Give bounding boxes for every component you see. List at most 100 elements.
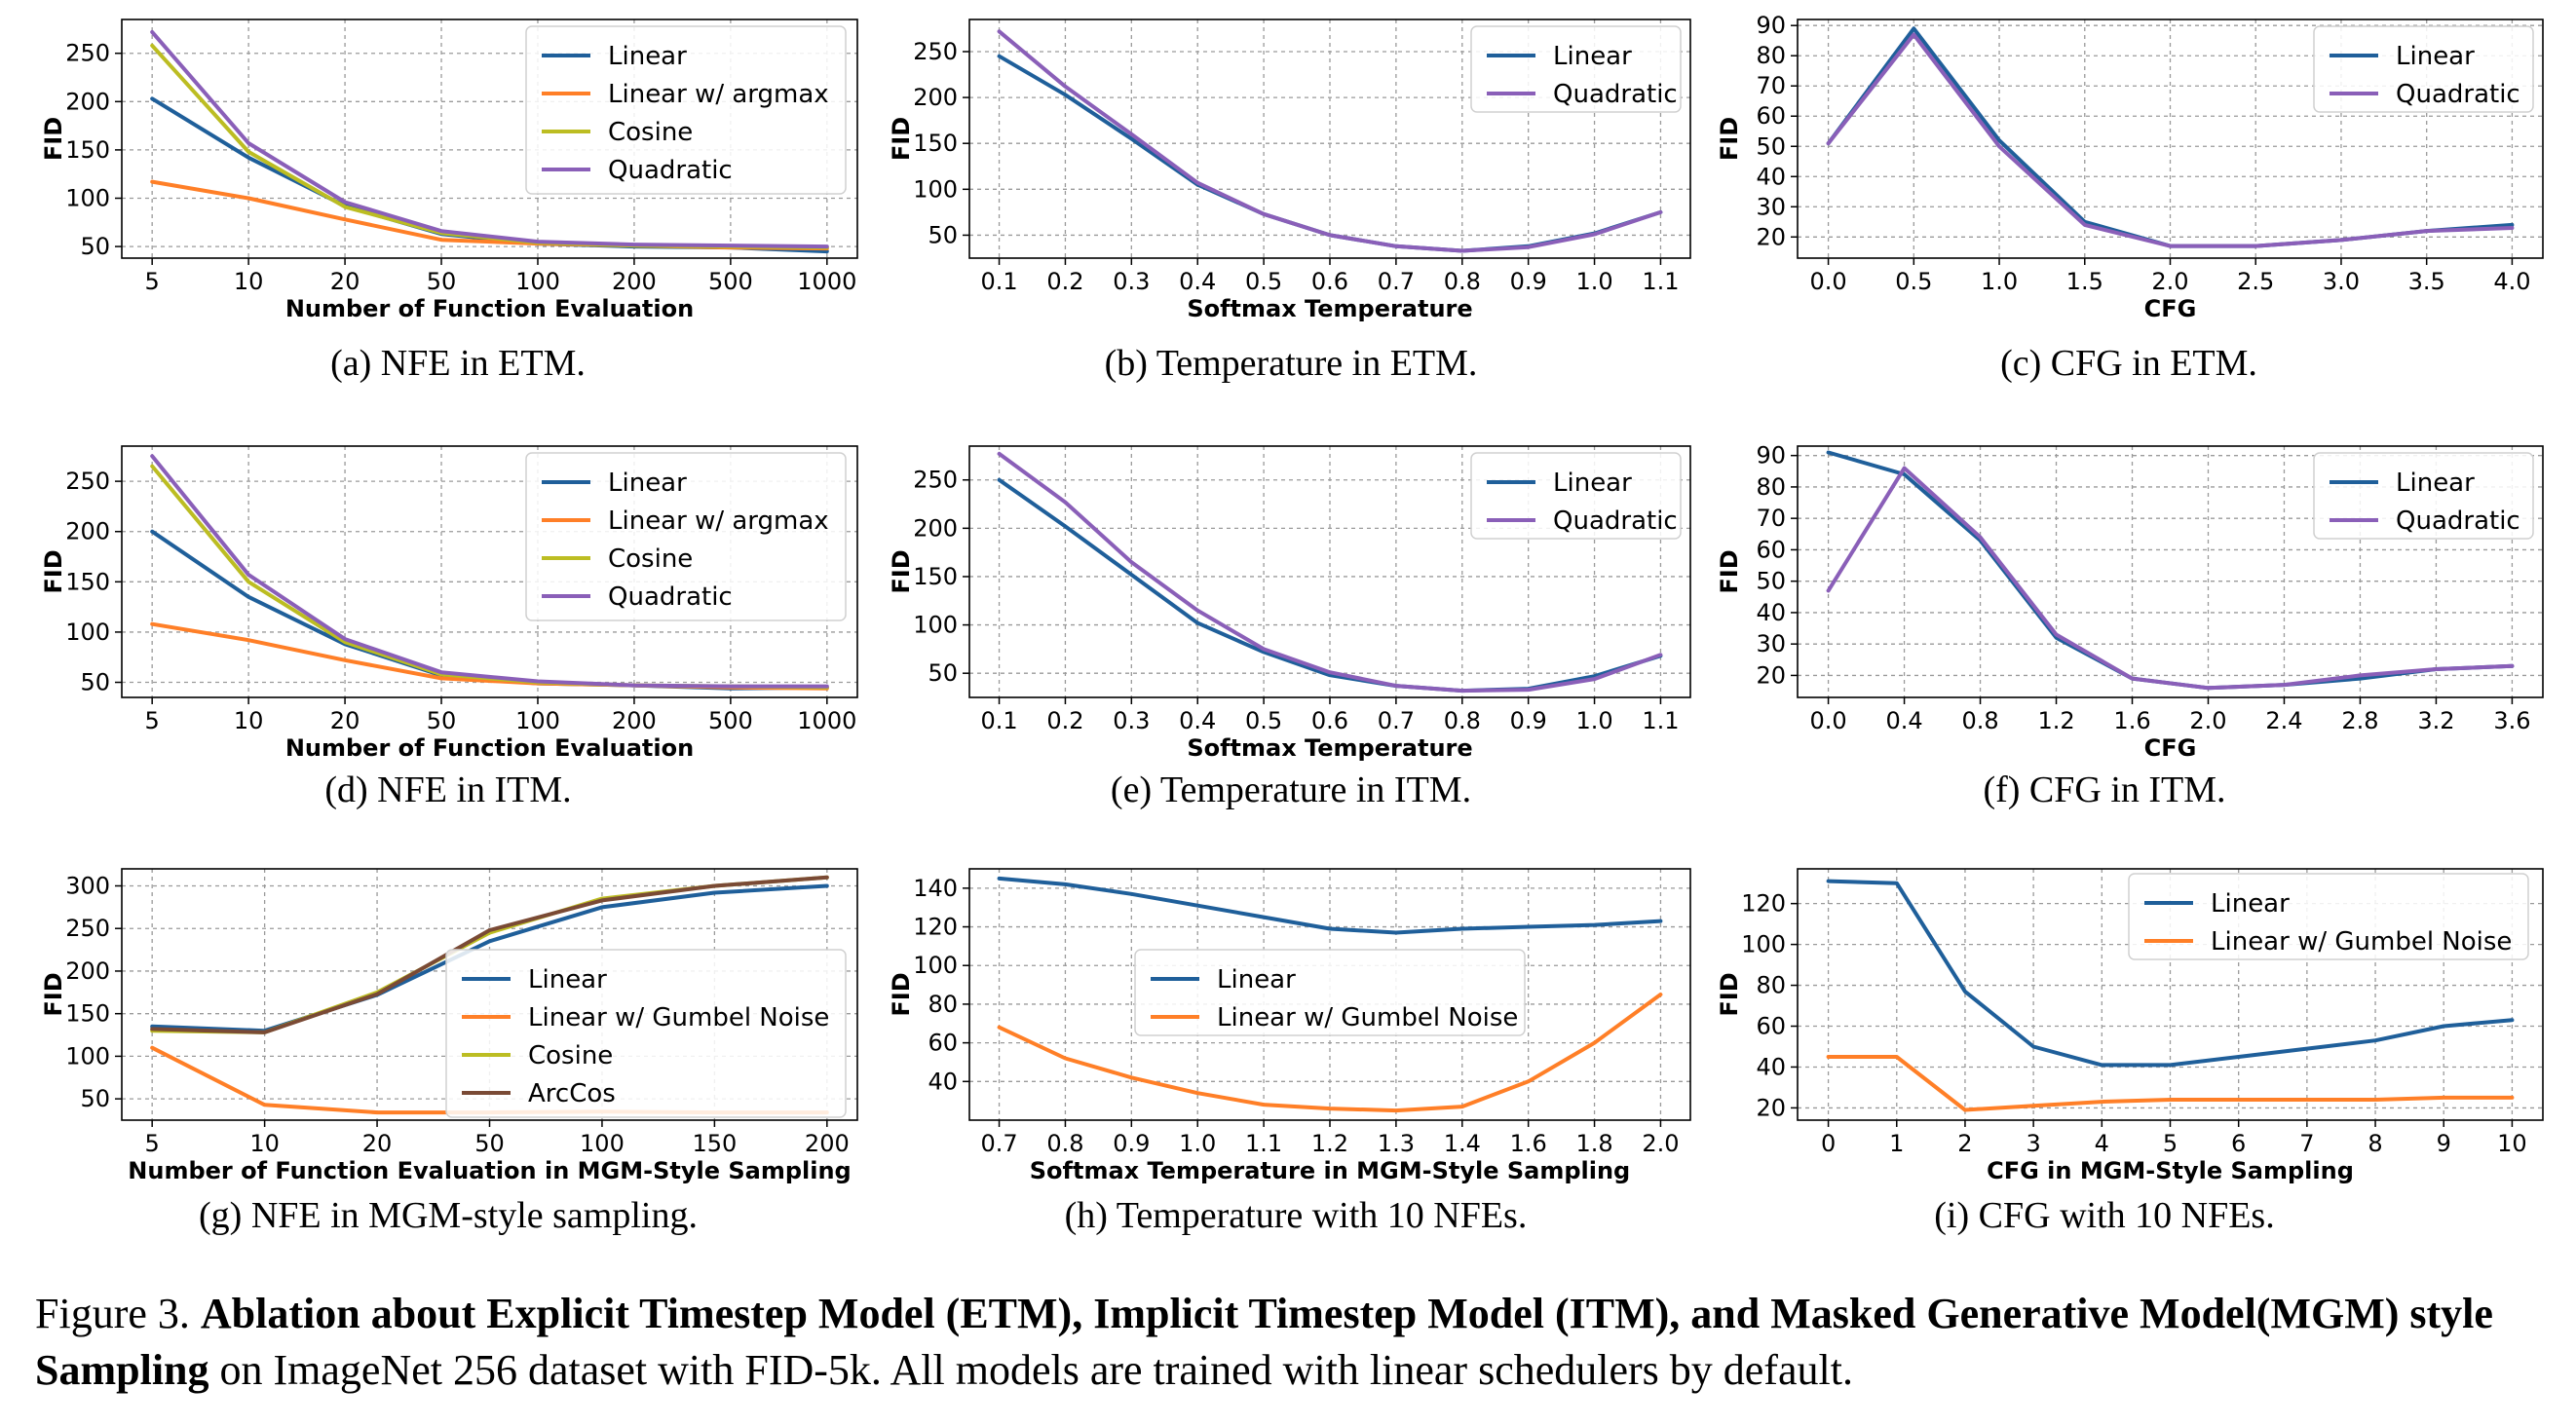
x-tick-label: 4.0 <box>2493 268 2530 295</box>
x-tick-label: 0.4 <box>1885 707 1922 734</box>
y-tick-label: 250 <box>65 468 110 495</box>
x-tick-label: 0.8 <box>1444 707 1481 734</box>
legend-entry: Cosine <box>608 118 693 147</box>
legend-entry: Linear <box>2396 42 2475 71</box>
y-tick-label: 100 <box>65 619 110 646</box>
y-axis-label: FID <box>40 549 67 593</box>
x-tick-label: 0.7 <box>1378 707 1415 734</box>
y-tick-label: 250 <box>913 467 958 494</box>
x-tick-label: 0.9 <box>1113 1130 1150 1157</box>
legend-entry: Linear <box>1553 469 1632 498</box>
x-tick-label: 1.0 <box>1981 268 2018 295</box>
x-tick-label: 9 <box>2437 1130 2451 1157</box>
x-tick-label: 2.0 <box>1642 1130 1679 1157</box>
y-axis-label: FID <box>1716 117 1743 161</box>
legend-box <box>525 25 847 195</box>
y-tick-label: 100 <box>65 185 110 212</box>
y-tick-label: 70 <box>1756 72 1786 99</box>
x-tick-label: 5 <box>145 268 160 295</box>
legend-box <box>525 452 847 621</box>
x-tick-label: 100 <box>515 268 560 295</box>
x-tick-label: 1.6 <box>2113 707 2150 734</box>
legend-box <box>1470 452 1682 540</box>
x-tick-label: 200 <box>612 707 657 734</box>
series-line-quadratic <box>1826 32 2515 248</box>
legend-entry: Quadratic <box>2396 80 2520 109</box>
x-tick-label: 1.5 <box>2066 268 2103 295</box>
y-tick-label: 300 <box>65 872 110 899</box>
legend: Linear Linear w/ Gumbel Noise <box>1134 949 1526 1036</box>
x-tick-label: 1.1 <box>1642 707 1679 734</box>
chart-panel-7: 5 10 20 50 100 150 200 50 100 150 200 250 300 Number … <box>40 868 858 1236</box>
x-axis-label: Number of Function Evaluation <box>285 295 694 322</box>
y-axis-label: FID <box>1716 972 1743 1016</box>
x-tick-label: 0.1 <box>980 707 1017 734</box>
x-tick-label: 0.7 <box>1378 268 1415 295</box>
x-tick-label: 0.0 <box>1809 707 1846 734</box>
x-tick-label: 0.6 <box>1311 707 1348 734</box>
legend-entry: Linear <box>528 965 607 994</box>
legend: Linear Quadratic <box>1470 25 1682 113</box>
legend: Linear Quadratic <box>1470 452 1682 540</box>
y-tick-label: 150 <box>913 130 958 157</box>
plot-frame <box>121 19 858 259</box>
x-tick-label: 2 <box>1957 1130 1972 1157</box>
y-tick-label: 50 <box>80 1085 110 1112</box>
chart-panel-9: 0 1 2 3 4 5 6 7 8 9 10 20 40 60 80 100 120 CFG in MGM-Sty… <box>1716 868 2544 1236</box>
legend-entry: Cosine <box>528 1041 613 1070</box>
y-tick-label: 150 <box>913 563 958 590</box>
y-tick-label: 60 <box>928 1030 958 1057</box>
x-tick-label: 2.4 <box>2265 707 2302 734</box>
legend-entry: Linear <box>2211 889 2290 919</box>
legend-entry: Linear w/ argmax <box>608 507 829 536</box>
x-tick-label: 3.0 <box>2323 268 2360 295</box>
x-tick-label: 2.8 <box>2341 707 2378 734</box>
x-tick-label: 0.4 <box>1179 268 1216 295</box>
y-tick-label: 70 <box>1756 505 1786 532</box>
x-tick-label: 150 <box>692 1130 737 1157</box>
y-tick-label: 90 <box>1756 442 1786 469</box>
y-tick-label: 200 <box>913 84 958 111</box>
x-tick-label: 20 <box>330 268 360 295</box>
legend-entry: Quadratic <box>1553 80 1678 109</box>
legend-entry: Linear w/ Gumbel Noise <box>1217 1003 1518 1032</box>
subfigure-caption: (a) NFE in ETM. <box>330 343 586 384</box>
legend-box <box>1134 949 1526 1036</box>
y-tick-label: 200 <box>65 518 110 545</box>
legend-box <box>2128 873 2529 960</box>
x-tick-label: 0.1 <box>980 268 1017 295</box>
x-tick-label: 1000 <box>797 707 856 734</box>
y-tick-label: 60 <box>1756 1013 1786 1040</box>
x-tick-label: 20 <box>362 1130 393 1157</box>
legend-entry: Linear w/ Gumbel Noise <box>528 1003 829 1032</box>
series-line-quadratic <box>150 454 829 689</box>
x-tick-label: 1.3 <box>1378 1130 1415 1157</box>
x-tick-label: 500 <box>708 268 753 295</box>
y-tick-label: 200 <box>65 957 110 985</box>
y-tick-label: 80 <box>1756 473 1786 501</box>
y-tick-label: 80 <box>928 991 958 1018</box>
x-tick-label: 2.0 <box>2189 707 2226 734</box>
y-axis-label: FID <box>888 117 915 161</box>
legend-entry: Linear <box>608 42 687 71</box>
x-axis-label: Number of Function Evaluation in MGM-Sty… <box>128 1157 851 1184</box>
legend-box <box>2313 452 2534 540</box>
x-tick-label: 6 <box>2231 1130 2246 1157</box>
series-line-quadratic <box>150 29 829 249</box>
x-tick-label: 0.3 <box>1113 268 1150 295</box>
legend: Linear Quadratic <box>2313 452 2534 540</box>
y-tick-label: 40 <box>1756 1053 1786 1080</box>
x-tick-label: 50 <box>427 707 457 734</box>
legend: Linear Linear w/ argmax Cosine Quadratic <box>525 25 847 195</box>
x-tick-label: 0.5 <box>1245 268 1282 295</box>
y-tick-label: 20 <box>1756 661 1786 689</box>
y-tick-label: 100 <box>913 175 958 203</box>
y-tick-label: 150 <box>65 568 110 595</box>
plot-frame <box>1797 445 2544 698</box>
legend-entry: Quadratic <box>608 582 733 612</box>
x-axis-label: Softmax Temperature in MGM-Style Samplin… <box>1030 1157 1630 1184</box>
y-tick-label: 20 <box>1756 1094 1786 1121</box>
y-tick-label: 100 <box>1741 931 1786 958</box>
y-tick-label: 250 <box>65 915 110 942</box>
x-tick-label: 4 <box>2095 1130 2109 1157</box>
